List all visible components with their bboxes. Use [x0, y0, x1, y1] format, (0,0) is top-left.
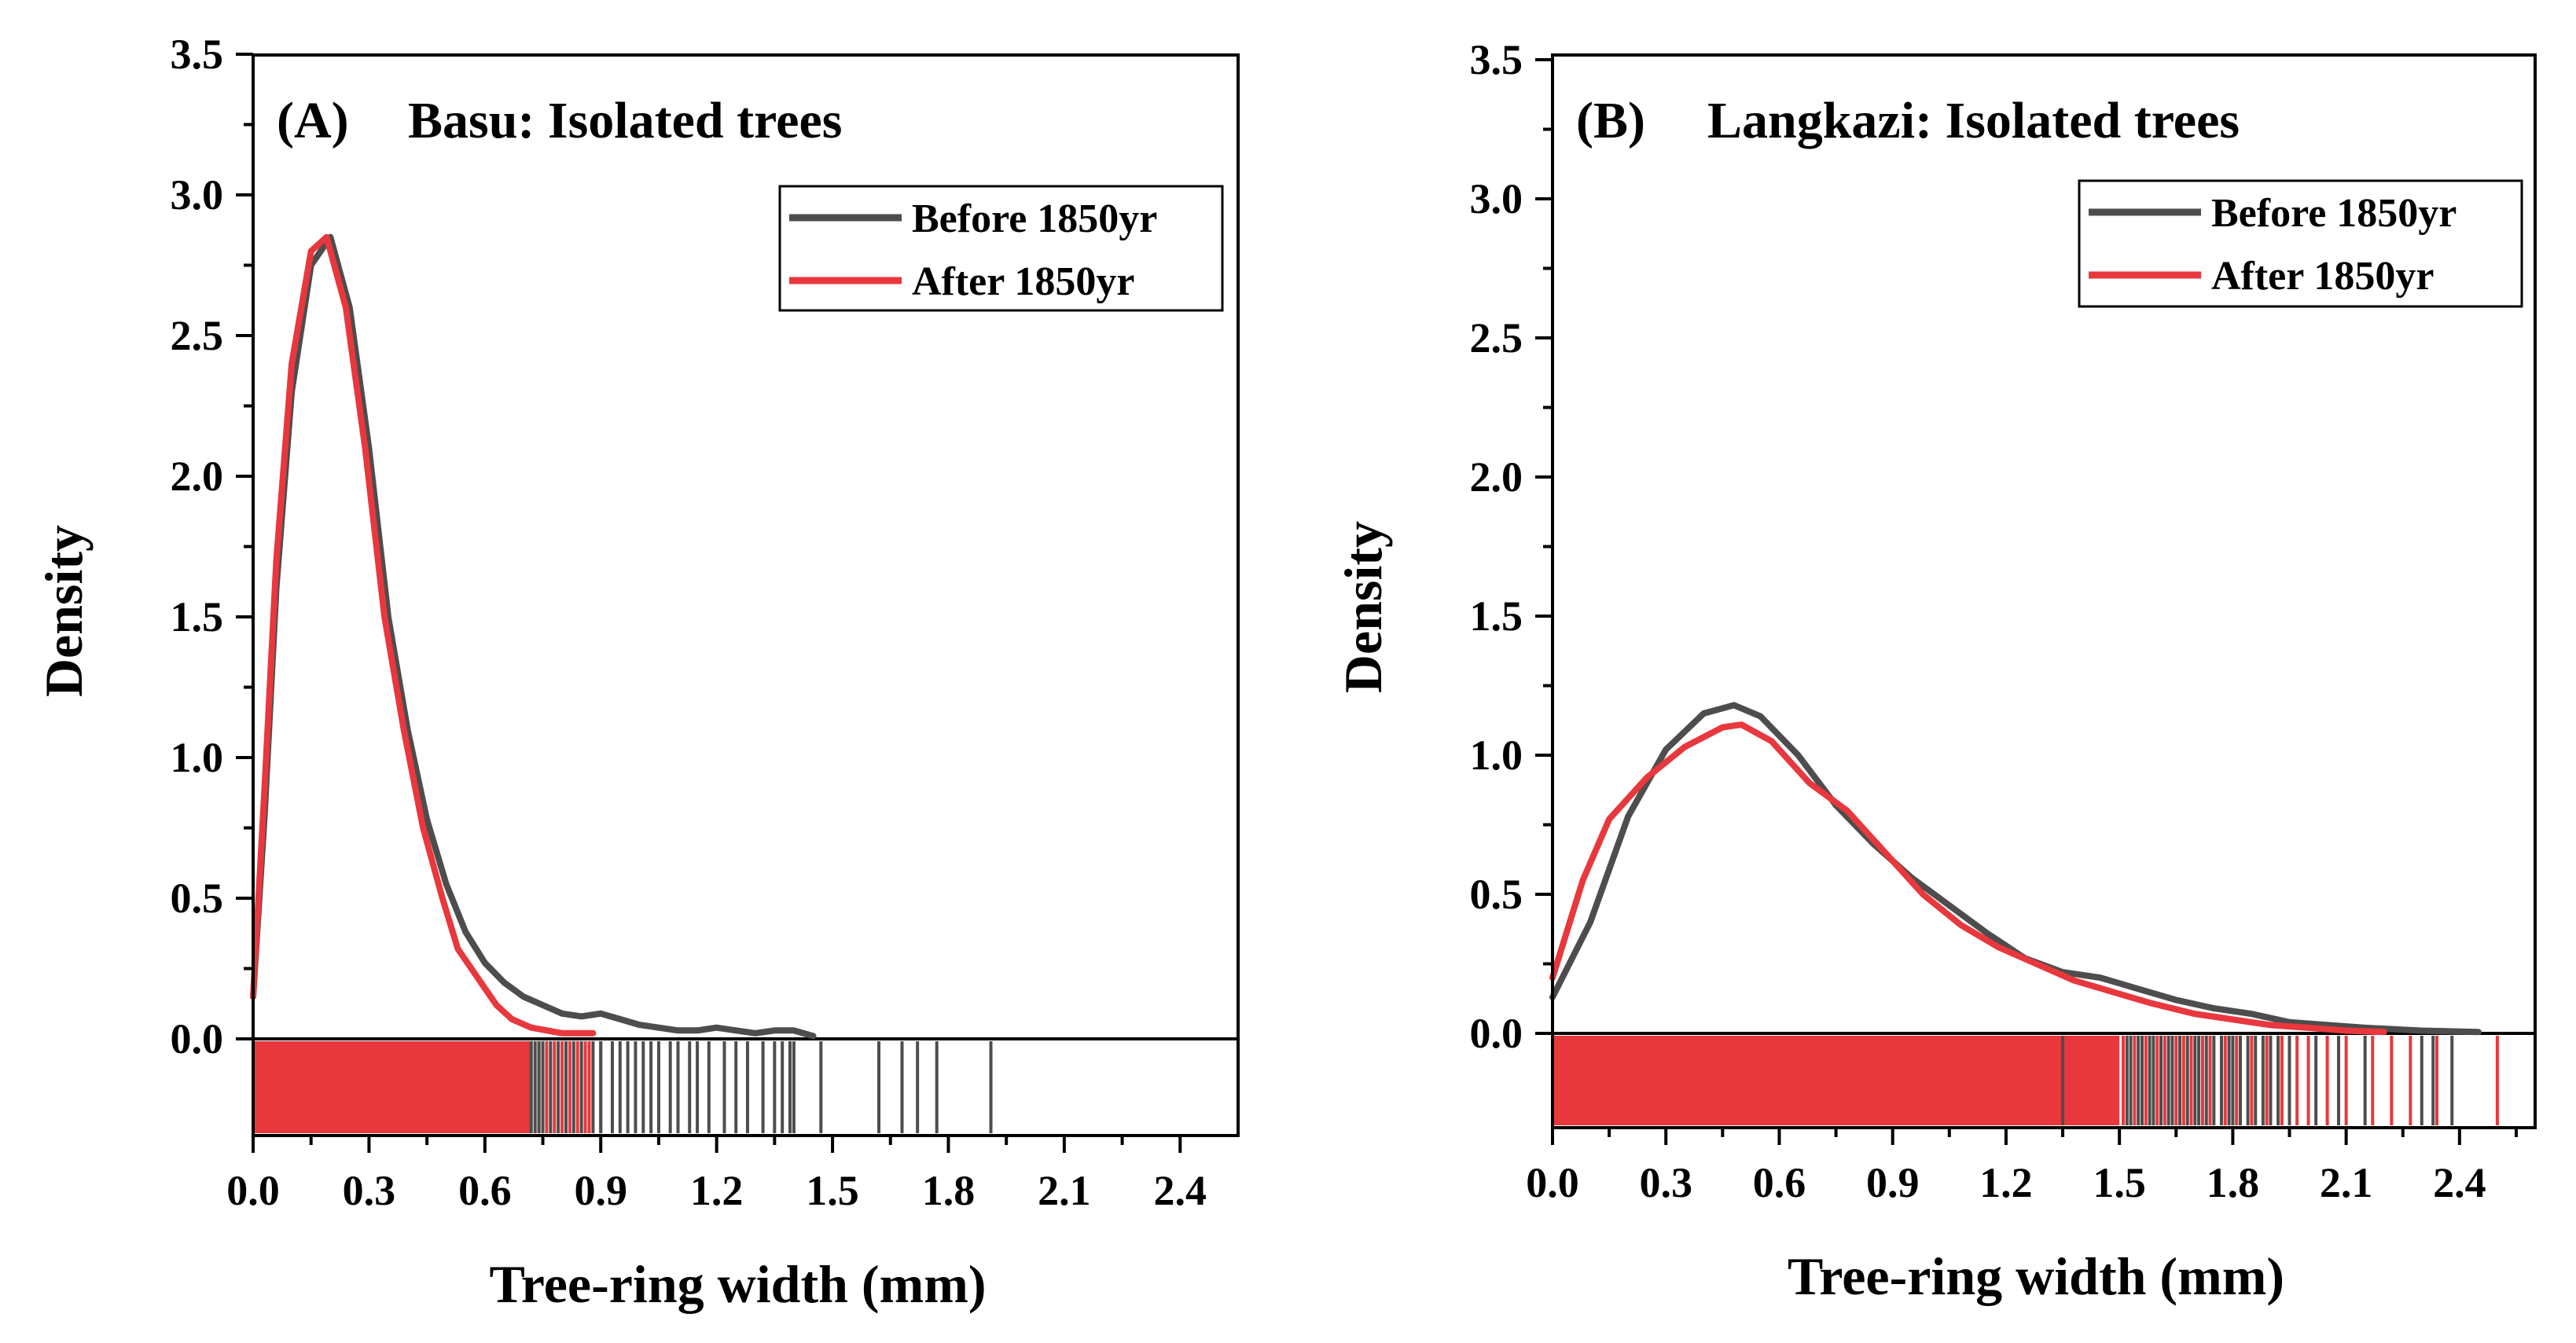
panel-title: Langkazi: Isolated trees: [1707, 92, 2240, 149]
y-tick-label: 3.0: [171, 171, 224, 218]
rug-dense-red-block: [1553, 1036, 2120, 1125]
legend: Before 1850yr After 1850yr: [2078, 179, 2523, 308]
x-tick-label: 2.4: [2433, 1159, 2486, 1206]
y-tick-label: 0.5: [171, 875, 224, 922]
panel-label: (B): [1576, 92, 1645, 149]
y-tick-label: 2.5: [1470, 314, 1523, 361]
panel-title: Basu: Isolated trees: [408, 92, 842, 149]
x-tick-label: 0.0: [1526, 1159, 1579, 1206]
y-tick-label: 1.0: [1470, 732, 1523, 779]
x-tick-label: 2.1: [2320, 1159, 2373, 1206]
rug-plot: [253, 1041, 993, 1133]
x-tick-label: 0.0: [226, 1167, 280, 1214]
y-tick-label: 3.5: [1470, 36, 1523, 83]
legend-label-after: After 1850yr: [2211, 254, 2435, 299]
y-tick-label: 1.5: [1470, 593, 1523, 640]
x-tick-label: 1.2: [1979, 1159, 2033, 1206]
y-axis-label: Density: [34, 525, 94, 697]
x-tick-label: 0.9: [574, 1167, 627, 1214]
x-tick-label: 1.2: [690, 1167, 744, 1214]
y-tick-label: 2.5: [171, 312, 224, 359]
series-line-after-1850: [250, 233, 597, 1037]
x-tick-label: 0.3: [1639, 1159, 1692, 1206]
legend-box: [778, 185, 1224, 312]
y-tick-label: 1.5: [171, 593, 224, 640]
x-axis-label: Tree-ring width (mm): [1788, 1246, 2284, 1306]
panel-b: 0.0 0.5 1.0 1.5 2.0 2.5 3.0 3.5 0.0 0.3 0.6 0.9 1.2 1…: [1333, 36, 2537, 1306]
series-line-after-1850: [1549, 721, 2387, 1036]
y-tick-label: 0.0: [171, 1015, 224, 1062]
y-tick-label: 1.0: [171, 734, 224, 781]
y-tick-label: 2.0: [1470, 453, 1523, 501]
x-tick-label: 0.6: [458, 1167, 512, 1214]
x-tick-label: 2.4: [1154, 1167, 1207, 1214]
x-axis-label: Tree-ring width (mm): [489, 1254, 986, 1314]
legend-label-before: Before 1850yr: [2211, 191, 2457, 236]
y-tick-label: 3.0: [1470, 175, 1523, 222]
rug-dense-red-block: [253, 1041, 531, 1133]
y-tick-label: 0.0: [1470, 1010, 1523, 1057]
x-tick-label: 1.8: [922, 1167, 976, 1214]
series-line-before-1850: [250, 233, 817, 1040]
legend-label-before: Before 1850yr: [912, 196, 1157, 241]
y-tick-label: 0.5: [1470, 871, 1523, 918]
legend-label-after: After 1850yr: [912, 259, 1135, 304]
series-line-before-1850: [1549, 702, 2482, 1036]
y-tick-label: 2.0: [171, 453, 224, 500]
legend: Before 1850yr After 1850yr: [778, 185, 1224, 312]
y-axis-label: Density: [1333, 521, 1393, 693]
rug-plot: [1553, 1036, 2499, 1125]
x-tick-label: 1.5: [2093, 1159, 2146, 1206]
panel-label: (A): [277, 92, 349, 149]
panel-a: 0.0 0.5 1.0 1.5 2.0 2.5 3.0 3.5 0.0 0.3 0.6 0.9 1.2 1…: [34, 31, 1240, 1314]
x-tick-label: 1.8: [2207, 1159, 2260, 1206]
x-tick-label: 1.5: [806, 1167, 859, 1214]
x-tick-label: 0.6: [1753, 1159, 1806, 1206]
y-tick-label: 3.5: [171, 31, 224, 78]
x-tick-label: 0.9: [1866, 1159, 1920, 1206]
x-tick-label: 2.1: [1038, 1167, 1091, 1214]
x-tick-label: 0.3: [343, 1167, 396, 1214]
plot-frame: [1551, 53, 2537, 1129]
plot-frame: [252, 53, 1240, 1137]
legend-box: [2078, 179, 2523, 308]
